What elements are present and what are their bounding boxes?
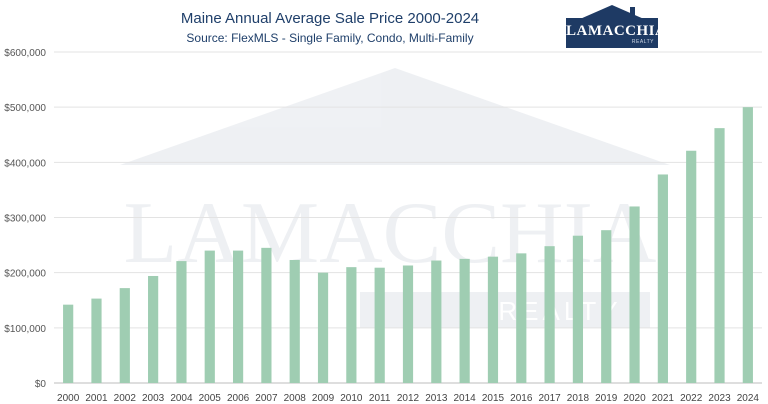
y-tick-label: $600,000: [4, 48, 46, 59]
bar-2014: [459, 258, 470, 383]
watermark-roof: [120, 68, 670, 165]
bar-2020: [629, 206, 640, 383]
logo-name: LAMACCHIA: [566, 23, 667, 39]
x-tick-label: 2019: [595, 393, 618, 404]
x-tick-label: 2005: [199, 393, 222, 404]
y-axis-labels: $0 $100,000 $200,000 $300,000 $400,000 $500,0…: [4, 48, 46, 390]
x-tick-label: 2024: [737, 393, 760, 404]
bar-2001: [91, 298, 102, 383]
bar-2003: [148, 275, 159, 383]
x-tick-label: 2002: [114, 393, 137, 404]
x-tick-label: 2001: [85, 393, 108, 404]
x-tick-label: 2016: [510, 393, 533, 404]
bar-2018: [572, 235, 584, 383]
bar-2023: [714, 128, 725, 383]
bar-2013: [431, 260, 442, 383]
x-tick-label: 2013: [425, 393, 448, 404]
chart-subtitle: Source: FlexMLS - Single Family, Condo, …: [186, 31, 474, 45]
x-tick-label: 2000: [57, 393, 80, 404]
bar-2007: [261, 247, 272, 383]
y-tick-label: $100,000: [4, 324, 46, 335]
lamacchia-logo: LAMACCHIA REALTY: [566, 4, 667, 48]
bar-2004: [176, 261, 187, 383]
bar-2010: [346, 267, 357, 383]
x-tick-label: 2003: [142, 393, 165, 404]
x-tick-label: 2020: [623, 393, 646, 404]
bar-2017: [544, 246, 555, 383]
y-tick-label: $200,000: [4, 269, 46, 280]
bar-2005: [204, 250, 215, 383]
bar-2008: [289, 259, 300, 383]
x-tick-label: 2015: [482, 393, 505, 404]
bar-2015: [487, 256, 499, 383]
x-tick-label: 2008: [284, 393, 307, 404]
bar-2000: [63, 304, 74, 383]
house-roof-icon: [580, 5, 644, 19]
bar-2002: [119, 288, 130, 383]
bar-2011: [374, 267, 385, 383]
x-tick-label: 2007: [255, 393, 278, 404]
x-tick-label: 2018: [567, 393, 590, 404]
bar-2006: [232, 250, 244, 383]
x-tick-label: 2021: [652, 393, 675, 404]
logo-tagline: REALTY: [631, 39, 654, 45]
y-tick-label: $400,000: [4, 158, 46, 169]
x-tick-label: 2012: [397, 393, 420, 404]
x-tick-label: 2004: [170, 393, 193, 404]
logo-box: [566, 18, 658, 48]
y-tick-label: $0: [35, 379, 47, 390]
chart-title: Maine Annual Average Sale Price 2000-202…: [180, 10, 480, 27]
bar-2016: [516, 253, 527, 383]
bars: [63, 107, 753, 384]
bar-2012: [402, 265, 414, 383]
bar-2019: [601, 230, 612, 383]
x-axis-labels: 2000 2001 2002 2003 2004 2005 2006 2007 2008 2009…: [57, 393, 759, 404]
x-tick-label: 2011: [369, 393, 391, 404]
y-tick-label: $500,000: [4, 103, 46, 114]
x-tick-label: 2010: [340, 393, 363, 404]
bar-2022: [686, 150, 697, 383]
bar-2021: [657, 174, 668, 383]
x-tick-label: 2023: [708, 393, 731, 404]
bar-2009: [317, 272, 329, 383]
x-tick-label: 2017: [538, 393, 561, 404]
watermark-window: [483, 120, 517, 154]
x-tick-label: 2006: [227, 393, 250, 404]
y-tick-label: $300,000: [4, 214, 46, 225]
x-tick-label: 2014: [454, 393, 477, 404]
bar-2024: [742, 107, 753, 384]
x-tick-label: 2022: [680, 393, 703, 404]
x-tick-label: 2009: [312, 393, 335, 404]
